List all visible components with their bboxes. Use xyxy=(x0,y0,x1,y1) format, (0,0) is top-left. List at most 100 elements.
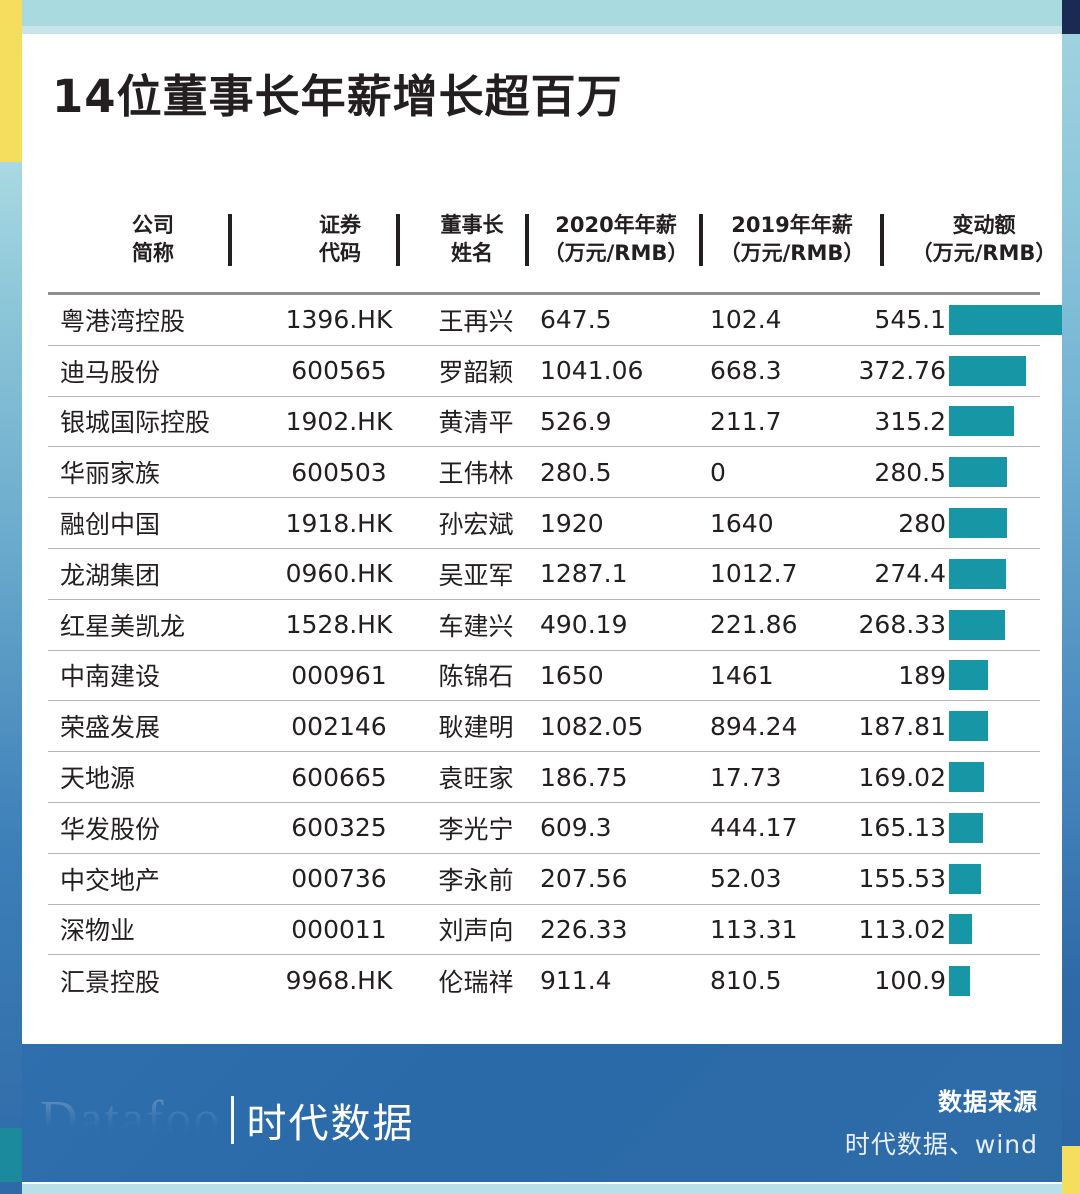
change-cell: 545.1 xyxy=(874,305,946,335)
brand-divider xyxy=(231,1095,235,1144)
salary-2019-cell: 17.73 xyxy=(710,762,782,792)
data-source-value: 时代数据、wind xyxy=(844,1130,1038,1159)
column-header-code-line1: 证券 xyxy=(319,213,361,237)
salary-2019-cell: 1640 xyxy=(710,508,774,538)
change-bar xyxy=(949,762,985,793)
company-cell: 中交地产 xyxy=(60,865,161,895)
bottom-right-yellow-block xyxy=(1062,1146,1080,1194)
chairman-cell: 李光宁 xyxy=(438,814,514,844)
company-cell: 华发股份 xyxy=(60,814,161,844)
company-cell: 华丽家族 xyxy=(60,459,161,489)
page-title: 14位董事长年薪增长超百万 xyxy=(52,70,623,123)
table-row: 粤港湾控股 1396.HK 王再兴 647.5 102.4 545.1 xyxy=(48,295,1062,346)
company-cell: 深物业 xyxy=(60,916,136,946)
chairman-cell: 李永前 xyxy=(438,865,514,895)
salary-2019-cell: 102.4 xyxy=(710,305,782,335)
salary-2020-cell: 186.75 xyxy=(540,762,628,792)
chairman-cell: 吴亚军 xyxy=(438,560,514,590)
change-bar xyxy=(949,406,1015,437)
table-row: 红星美凯龙 1528.HK 车建兴 490.19 221.86 268.33 xyxy=(48,600,1040,651)
table-row: 汇景控股 9968.HK 伦瑞祥 911.4 810.5 100.9 xyxy=(48,955,1040,1006)
change-cell: 280.5 xyxy=(874,457,946,487)
table-row: 华发股份 600325 李光宁 609.3 444.17 165.13 xyxy=(48,803,1040,854)
brand-latin-text: Datafoo xyxy=(40,1091,222,1148)
change-bar xyxy=(949,914,973,945)
table-row: 龙湖集团 0960.HK 吴亚军 1287.1 1012.7 274.4 xyxy=(48,549,1040,600)
right-gradient-strip xyxy=(1062,34,1080,1146)
change-bar xyxy=(949,457,1008,488)
data-source: 数据来源 时代数据、wind xyxy=(845,1082,1038,1161)
salary-2019-cell: 1012.7 xyxy=(710,559,798,589)
salary-2020-cell: 526.9 xyxy=(540,406,612,436)
change-bar xyxy=(949,304,1062,335)
chairman-cell: 陈锦石 xyxy=(438,662,514,692)
change-cell: 169.02 xyxy=(858,762,946,792)
table-row: 迪马股份 600565 罗韶颖 1041.06 668.3 372.76 xyxy=(48,346,1040,397)
salary-2020-cell: 280.5 xyxy=(540,457,612,487)
company-cell: 天地源 xyxy=(60,764,136,794)
chairman-cell: 黄清平 xyxy=(438,408,514,438)
change-bar xyxy=(949,711,988,742)
salary-2020-cell: 1082.05 xyxy=(540,711,644,741)
code-cell: 1396.HK xyxy=(285,305,393,335)
column-header-chairman: 董事长 姓名 xyxy=(410,212,534,268)
salary-2019-cell: 221.86 xyxy=(710,610,798,640)
bottom-left-teal-block xyxy=(0,1128,22,1182)
column-header-salary-2019-line1: 2019年年薪 xyxy=(731,213,853,237)
column-header-chairman-line1: 董事长 xyxy=(440,213,504,237)
column-header-salary-2020-line1: 2020年年薪 xyxy=(555,213,677,237)
data-source-label: 数据来源 xyxy=(938,1088,1038,1116)
salary-2019-cell: 1461 xyxy=(710,660,774,690)
code-cell: 9968.HK xyxy=(285,966,393,996)
salary-2019-cell: 211.7 xyxy=(710,406,782,436)
change-bar xyxy=(949,355,1027,386)
chairman-cell: 伦瑞祥 xyxy=(438,967,514,997)
table-row: 银城国际控股 1902.HK 黄清平 526.9 211.7 315.2 xyxy=(48,397,1040,448)
change-cell: 280 xyxy=(898,508,946,538)
salary-2020-cell: 1650 xyxy=(540,660,604,690)
column-header-company-line1: 公司 xyxy=(132,213,174,237)
header-rule xyxy=(48,292,1040,295)
change-bar xyxy=(949,965,970,996)
column-header-change-line1: 变动额 xyxy=(952,213,1016,237)
code-cell: 600503 xyxy=(291,457,387,487)
salary-2020-cell: 1287.1 xyxy=(540,559,628,589)
header-divider-5 xyxy=(880,214,884,266)
company-cell: 银城国际控股 xyxy=(60,408,211,438)
change-cell: 100.9 xyxy=(874,966,946,996)
left-yellow-strip xyxy=(0,0,22,162)
salary-2020-cell: 911.4 xyxy=(540,966,612,996)
salary-2020-cell: 1920 xyxy=(540,508,604,538)
salary-table: 公司 简称 证券 代码 董事长 姓名 2020年年薪 （万元/RMB） xyxy=(48,174,1062,997)
column-header-code-line2: 代码 xyxy=(319,240,361,265)
column-header-salary-2020-line2: （万元/RMB） xyxy=(543,240,689,265)
table-row: 中南建设 000961 陈锦石 1650 1461 189 xyxy=(48,651,1040,702)
company-cell: 荣盛发展 xyxy=(60,713,161,743)
change-cell: 189 xyxy=(898,660,946,690)
change-cell: 372.76 xyxy=(858,356,946,386)
company-cell: 融创中国 xyxy=(60,510,161,540)
change-bar xyxy=(949,863,982,894)
code-cell: 600665 xyxy=(291,762,387,792)
top-right-navy-block xyxy=(1062,0,1080,34)
code-cell: 1902.HK xyxy=(285,406,393,436)
brand-logo: Datafoo 时代数据 xyxy=(40,1090,414,1149)
column-header-change-line2: （万元/RMB） xyxy=(911,240,1057,265)
column-header-change: 变动额 （万元/RMB） xyxy=(884,212,1080,268)
salary-2020-cell: 207.56 xyxy=(540,864,628,894)
header-divider-4 xyxy=(699,214,703,266)
salary-2019-cell: 810.5 xyxy=(710,966,782,996)
header-divider-3 xyxy=(525,214,529,266)
salary-2020-cell: 490.19 xyxy=(540,610,628,640)
salary-2020-cell: 226.33 xyxy=(540,914,628,944)
company-cell: 粤港湾控股 xyxy=(60,306,186,336)
column-header-salary-2020: 2020年年薪 （万元/RMB） xyxy=(528,212,704,268)
change-cell: 187.81 xyxy=(858,711,946,741)
table-row: 深物业 000011 刘声向 226.33 113.31 113.02 xyxy=(48,905,1040,956)
table-row: 中交地产 000736 李永前 207.56 52.03 155.53 xyxy=(48,854,1040,905)
company-cell: 迪马股份 xyxy=(60,357,161,387)
company-cell: 龙湖集团 xyxy=(60,560,161,590)
column-header-code: 证券 代码 xyxy=(270,212,410,268)
code-cell: 000736 xyxy=(291,864,387,894)
chairman-cell: 王再兴 xyxy=(438,306,514,336)
